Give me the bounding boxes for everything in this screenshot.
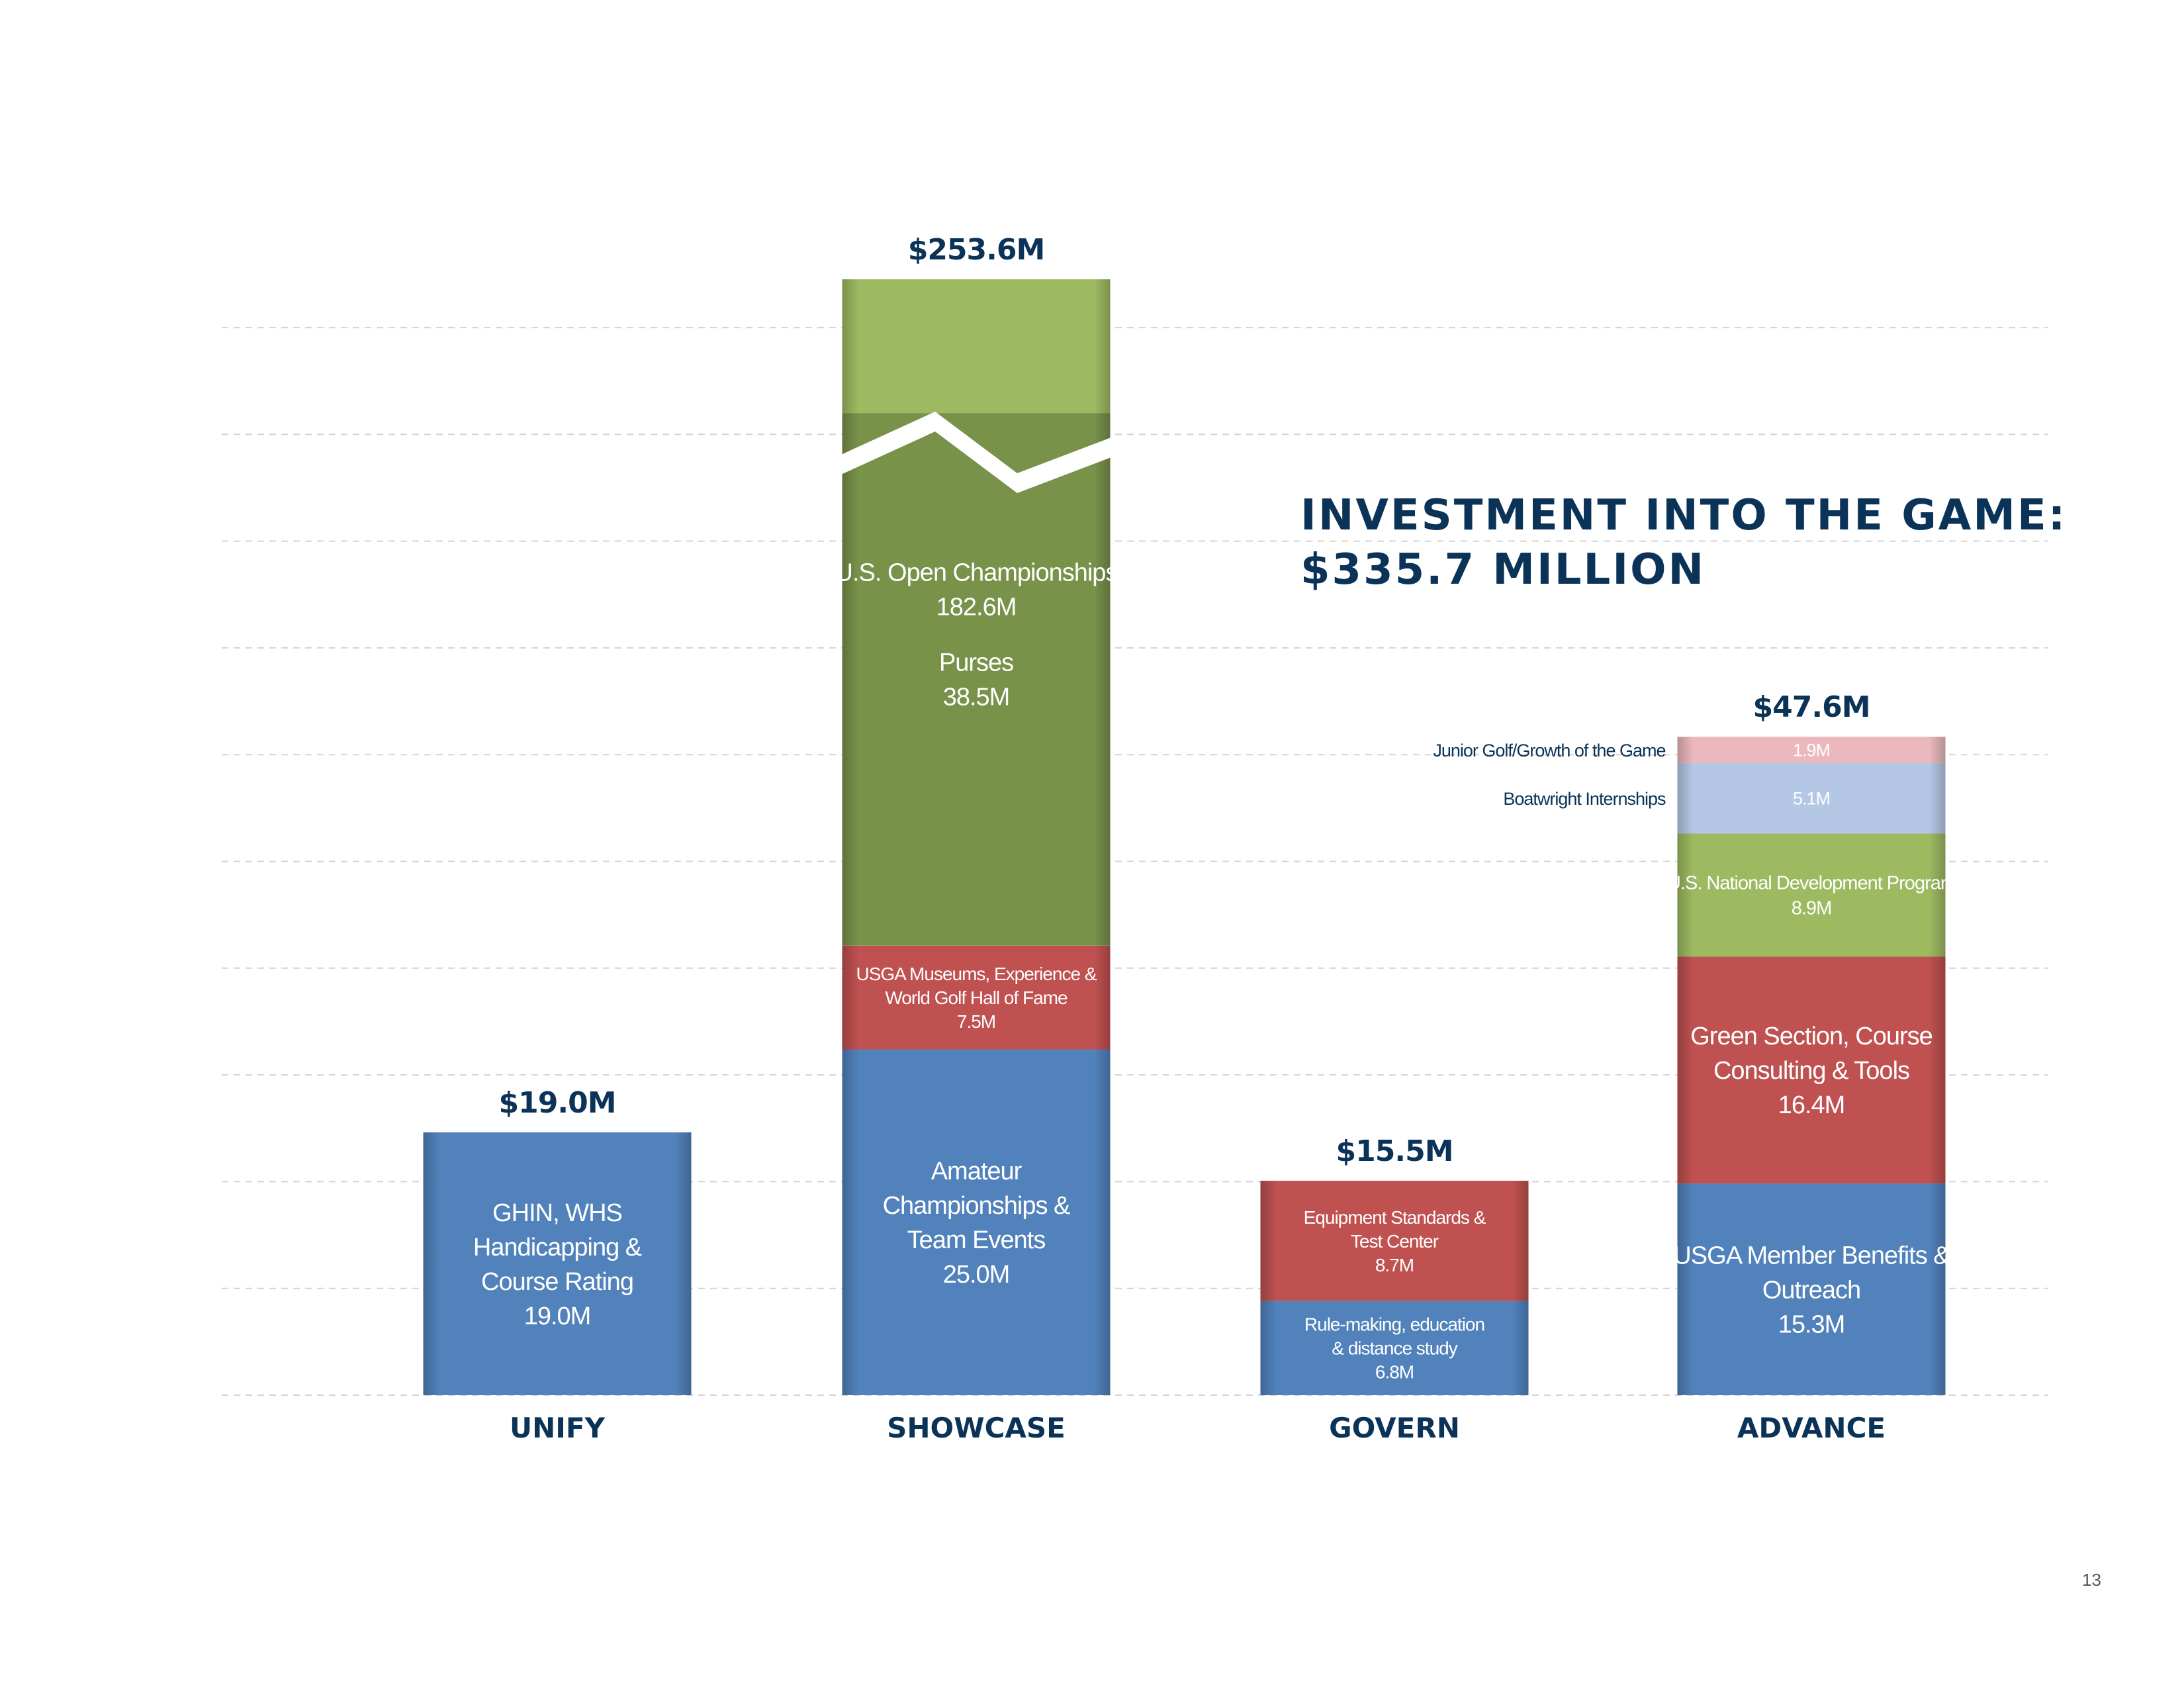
bar-shading <box>842 279 1111 414</box>
bars <box>423 279 1946 1395</box>
category-label: UNIFY <box>510 1412 606 1444</box>
segment-label: U.S. National Development Program <box>1667 873 1956 894</box>
segment-label: 8.7M <box>1375 1255 1414 1275</box>
segment-label: Green Section, Course <box>1690 1023 1933 1050</box>
segment-label: Consulting & Tools <box>1713 1057 1909 1085</box>
page-number: 13 <box>2082 1570 2101 1590</box>
segment-label: Handicapping & <box>473 1234 642 1261</box>
segment-label: 7.5M <box>957 1011 995 1032</box>
segment-label: Rule-making, education <box>1304 1314 1484 1335</box>
bar-total-label: $47.6M <box>1753 690 1870 724</box>
chart-title-line-1: INVESTMENT INTO THE GAME: <box>1300 491 2067 540</box>
bar-shading <box>1677 737 1946 763</box>
bar-shading <box>1260 1181 1529 1301</box>
segment-label: 16.4M <box>1778 1091 1845 1119</box>
category-label: ADVANCE <box>1737 1412 1886 1444</box>
segment-label: Purses <box>939 649 1013 677</box>
chart-title-line-2: $335.7 MILLION <box>1300 545 1706 594</box>
bar-total-label: $253.6M <box>908 233 1045 267</box>
bar-total-label: $15.5M <box>1336 1134 1453 1168</box>
segment-label: GHIN, WHS <box>492 1199 622 1227</box>
segment-label: 5.1M <box>1793 789 1830 809</box>
bar-shading <box>842 1049 1111 1395</box>
segment-label: Amateur <box>931 1158 1023 1185</box>
bar-shading <box>1677 1183 1946 1395</box>
segment-label: 19.0M <box>524 1303 591 1330</box>
segment-label: Test Center <box>1351 1231 1439 1252</box>
segment-label: Outreach <box>1762 1276 1860 1304</box>
segment-side-label: Junior Golf/Growth of the Game <box>1433 741 1665 760</box>
segment-label: 38.5M <box>943 684 1010 711</box>
segment-label: USGA Member Benefits & <box>1673 1242 1950 1269</box>
segment-side-label: Boatwright Internships <box>1503 789 1666 809</box>
bar-shading <box>423 1132 692 1395</box>
bar-labels: GHIN, WHS Handicapping & Course Rating 19.0… <box>473 233 1956 1444</box>
segment-label: Equipment Standards & <box>1304 1207 1486 1228</box>
bar-shading <box>1677 762 1946 834</box>
segment-label: Championships & <box>883 1192 1070 1220</box>
segment-label: World Golf Hall of Fame <box>885 987 1068 1008</box>
axis-break-mark <box>839 412 1113 493</box>
segment-label: & distance study <box>1332 1338 1457 1359</box>
segment-label: Course Rating <box>481 1268 633 1296</box>
segment-label: 6.8M <box>1375 1362 1414 1383</box>
bar-shading <box>842 413 1111 946</box>
segment-label: Team Events <box>907 1226 1046 1254</box>
category-label: SHOWCASE <box>887 1412 1066 1444</box>
segment-label: 182.6M <box>936 593 1017 621</box>
segment-label: 15.3M <box>1778 1310 1845 1338</box>
bar-shading <box>1677 956 1946 1184</box>
bar-total-label: $19.0M <box>499 1086 616 1120</box>
segment-label: U.S. Open Championships <box>835 559 1118 586</box>
bar-shading <box>842 945 1111 1050</box>
bar-shading <box>1677 833 1946 957</box>
category-label: GOVERN <box>1329 1412 1460 1444</box>
segment-label: USGA Museums, Experience & <box>856 964 1097 984</box>
bar-shading <box>1260 1301 1529 1395</box>
segment-label: 25.0M <box>943 1261 1010 1289</box>
segment-label: 1.9M <box>1793 741 1830 760</box>
segment-label: 8.9M <box>1792 898 1831 919</box>
